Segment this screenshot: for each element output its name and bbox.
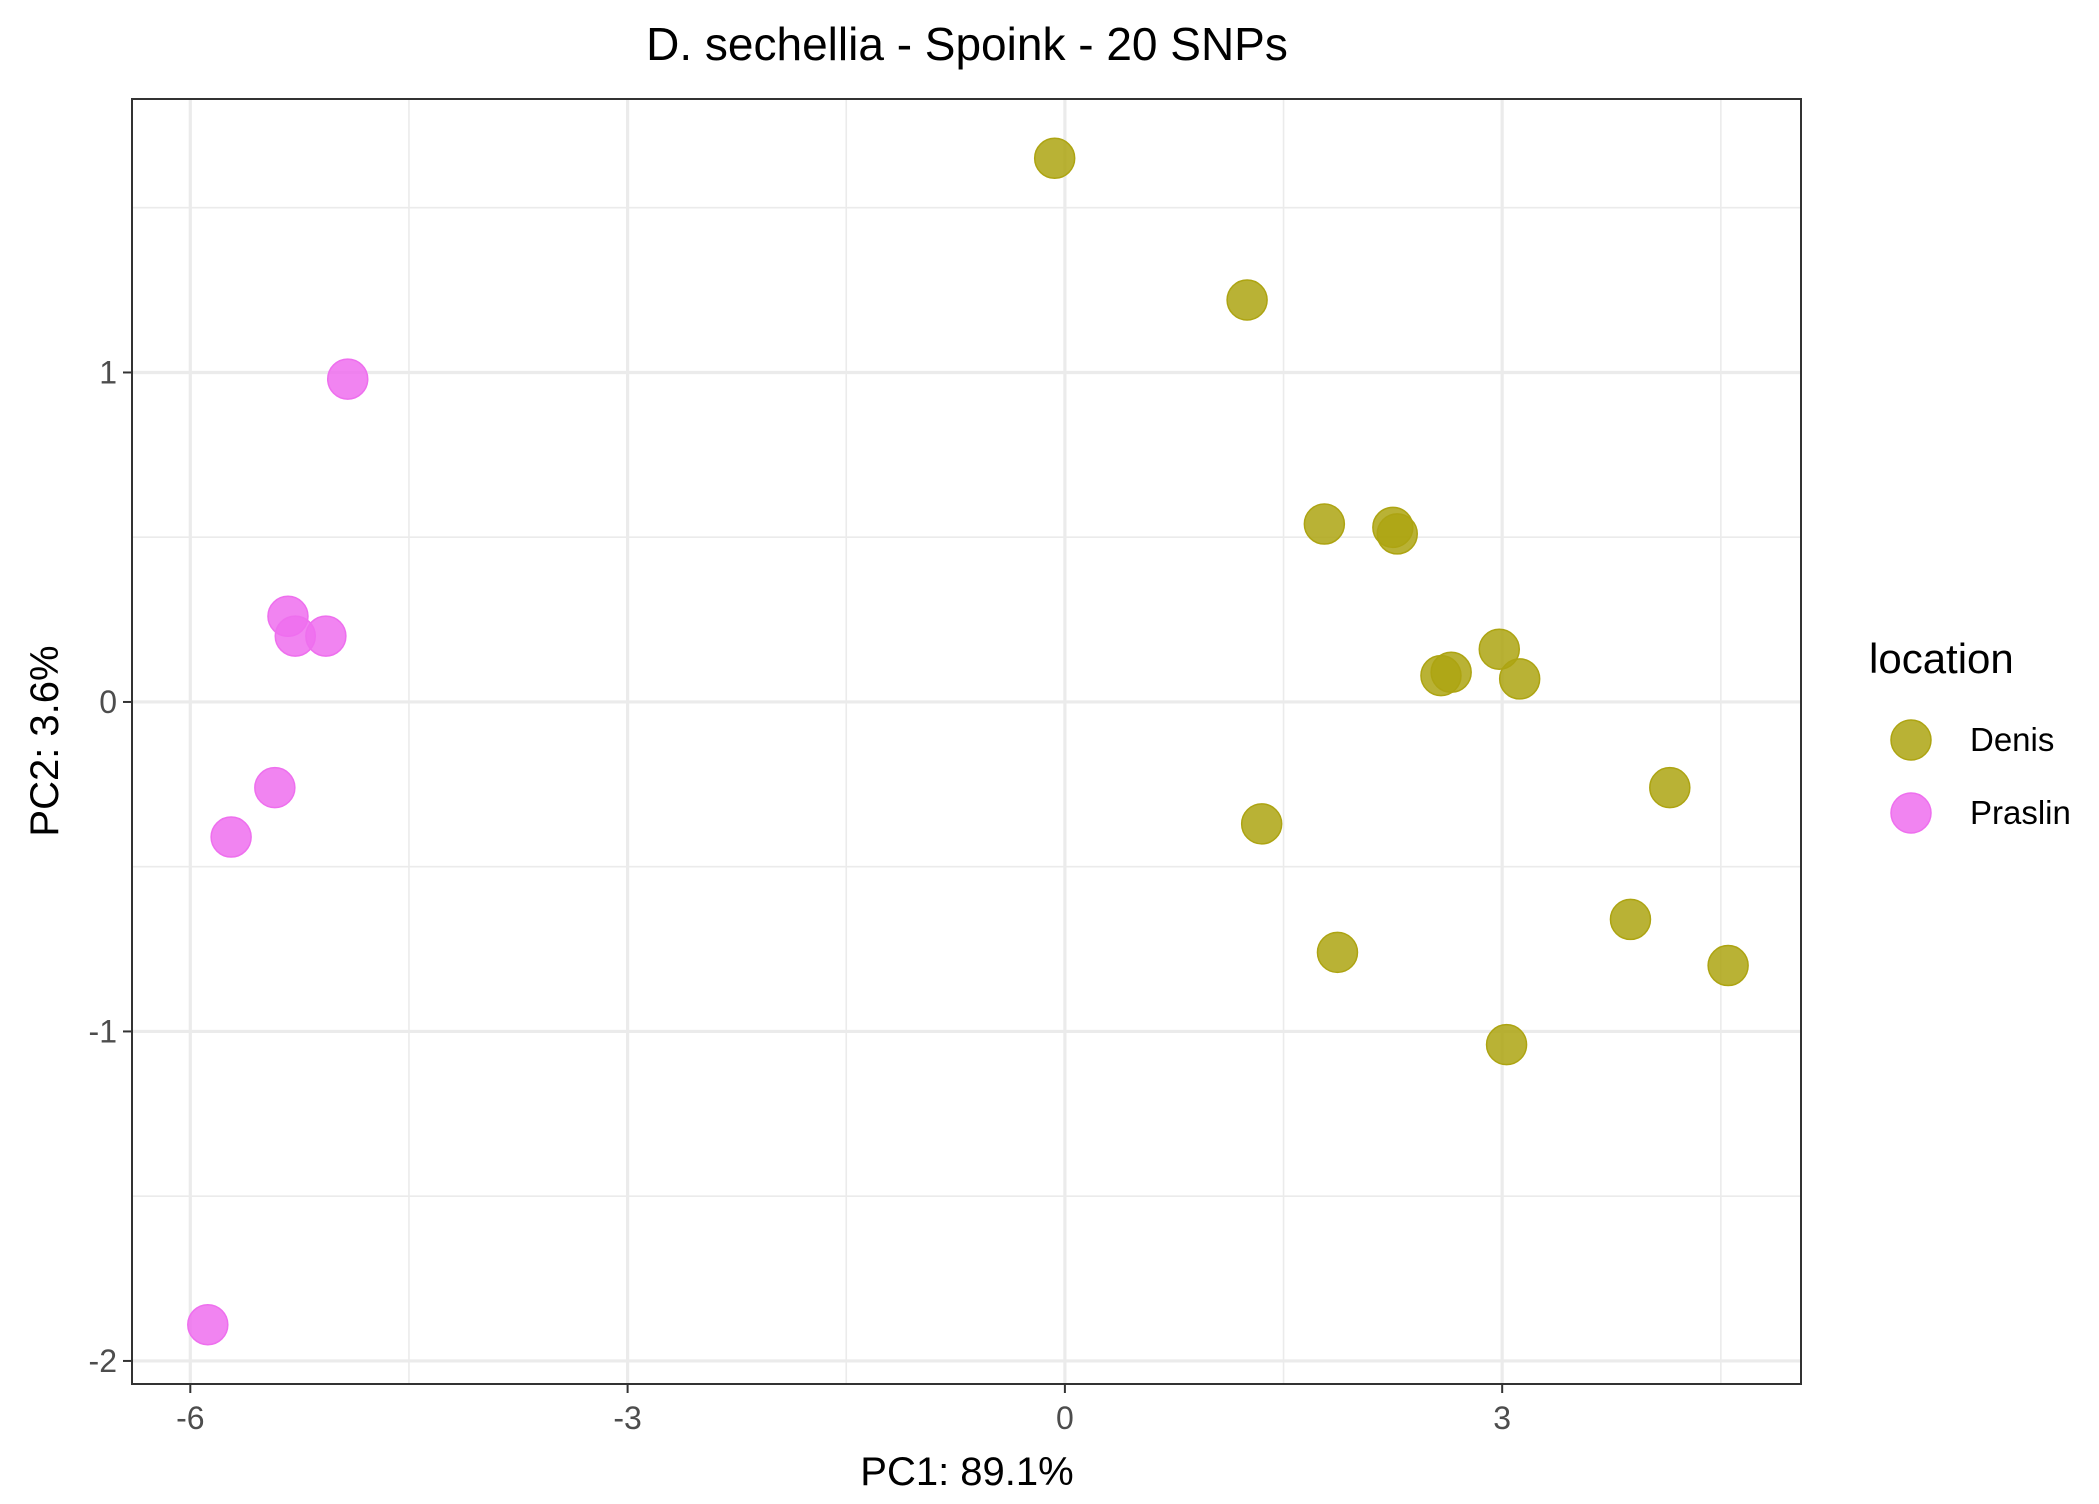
y-axis-label: PC2: 3.6% <box>23 645 67 836</box>
data-point-praslin <box>326 358 369 400</box>
y-tick-label: -1 <box>89 1013 117 1049</box>
data-point-denis <box>1376 513 1418 555</box>
y-tick-label: -2 <box>89 1343 117 1379</box>
data-point-denis <box>1498 658 1541 700</box>
legend: location Denis Praslin <box>1869 635 2071 834</box>
x-tick-label: -3 <box>613 1400 641 1436</box>
x-axis-label: PC1: 89.1% <box>860 1450 1073 1494</box>
grid-layer <box>132 99 1801 1384</box>
data-point-denis <box>1430 651 1472 694</box>
x-tick-label: -6 <box>176 1400 204 1436</box>
legend-label-praslin: Praslin <box>1970 794 2071 831</box>
data-point-denis <box>1649 766 1691 809</box>
legend-title: location <box>1869 635 2014 682</box>
data-point-denis <box>1478 628 1521 670</box>
legend-key-denis <box>1890 719 1932 761</box>
y-tick-label: 0 <box>99 684 117 720</box>
x-tick-label: 0 <box>1056 1400 1074 1436</box>
chart-title: D. sechellia - Spoink - 20 SNPs <box>646 18 1288 70</box>
data-point-praslin <box>210 816 252 858</box>
data-point-denis <box>1240 803 1283 845</box>
data-point-denis <box>1226 279 1268 321</box>
data-point-denis <box>1609 898 1652 941</box>
legend-items: Denis Praslin <box>1890 719 2071 834</box>
data-point-praslin <box>187 1303 229 1346</box>
data-point-denis <box>1485 1023 1528 1066</box>
point-layer <box>187 137 1749 1346</box>
y-tick-label: 1 <box>99 354 117 390</box>
data-point-denis <box>1303 503 1346 545</box>
data-point-denis <box>1033 137 1076 180</box>
panel-border <box>131 98 1802 1385</box>
legend-key-praslin <box>1890 792 1932 834</box>
data-point-denis <box>1707 944 1749 987</box>
data-point-denis <box>1316 931 1359 974</box>
legend-label-denis: Denis <box>1970 721 2054 758</box>
data-point-praslin <box>254 766 296 809</box>
data-point-praslin <box>305 615 347 657</box>
tick-layer: -6 -3 0 3 -2 -1 0 1 <box>89 354 1512 1436</box>
x-tick-label: 3 <box>1493 1400 1511 1436</box>
